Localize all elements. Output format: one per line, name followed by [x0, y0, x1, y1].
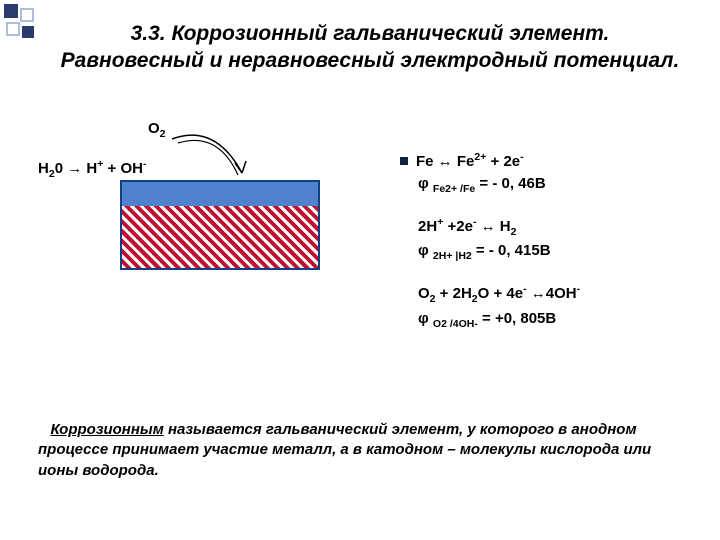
h2o-equation: H20 → H+ + OH-: [38, 158, 146, 180]
corner-decoration: [4, 4, 42, 52]
corrosion-diagram: [120, 180, 320, 270]
definition-text: Коррозионным называется гальванический э…: [38, 420, 682, 481]
o2-equation: O2 + 2H2O + 4e- ↔4OH- φ O2 /4OH- = +0, 8…: [400, 282, 580, 331]
metal-layer: [122, 206, 318, 268]
slide-title: 3.3. Коррозионный гальванический элемент…: [60, 20, 680, 75]
bullet-icon: [400, 157, 408, 165]
equations-block: Fe ↔ Fe2+ + 2e- φ Fe2+ /Fe = - 0, 46В 2H…: [400, 150, 580, 350]
fe-equation: Fe ↔ Fe2+ + 2e- φ Fe2+ /Fe = - 0, 46В: [400, 150, 580, 197]
water-layer: [122, 182, 318, 206]
h2-equation: 2H+ +2e- ↔ H2 φ 2H+ |H2 = - 0, 415В: [400, 215, 580, 264]
